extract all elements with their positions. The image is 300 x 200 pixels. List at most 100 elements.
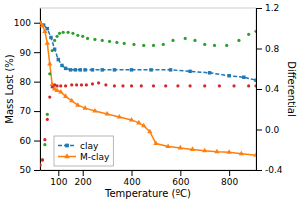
marker xyxy=(58,89,63,94)
tick-mark xyxy=(256,8,262,9)
marker xyxy=(227,74,230,77)
tick: 100 xyxy=(14,18,40,28)
point xyxy=(91,82,94,85)
marker xyxy=(117,114,122,119)
tick-label: 50 xyxy=(20,165,32,175)
marker xyxy=(49,36,52,39)
tick-mark xyxy=(83,170,84,176)
point xyxy=(184,37,187,40)
point xyxy=(152,84,155,87)
point xyxy=(70,83,73,86)
marker xyxy=(104,111,109,116)
tick-label: 400 xyxy=(123,177,140,187)
tick: 90 xyxy=(20,48,40,58)
point xyxy=(123,42,126,45)
tick: 60 xyxy=(20,136,40,146)
point xyxy=(247,84,250,87)
tick-label: -0.4 xyxy=(265,165,283,175)
tick-label: 800 xyxy=(221,177,238,187)
legend-item: M-clay xyxy=(58,152,110,162)
legend-frame xyxy=(54,136,113,166)
tick-label: 0.8 xyxy=(265,44,280,54)
tick-mark xyxy=(34,170,40,171)
point xyxy=(48,96,51,99)
marker xyxy=(188,70,191,73)
tick: 800 xyxy=(221,170,238,187)
tick-mark xyxy=(229,170,230,176)
point xyxy=(46,118,49,121)
legend-marker xyxy=(64,153,70,158)
tick-label: 60 xyxy=(20,136,32,146)
marker xyxy=(63,93,68,98)
axis-line xyxy=(41,170,257,171)
point xyxy=(62,31,65,34)
series xyxy=(40,30,256,167)
point xyxy=(225,44,228,47)
tick: 400 xyxy=(123,170,140,187)
point xyxy=(189,84,192,87)
point xyxy=(152,44,155,47)
tick: 1.2 xyxy=(256,3,279,13)
marker xyxy=(83,68,86,71)
line xyxy=(40,23,256,80)
marker xyxy=(69,98,74,103)
legend-label: clay xyxy=(80,141,99,151)
point xyxy=(48,72,51,75)
marker xyxy=(141,123,146,128)
point xyxy=(85,83,88,86)
axis-line xyxy=(40,9,41,171)
tick-mark xyxy=(34,111,40,112)
point xyxy=(86,37,89,40)
marker xyxy=(47,61,52,66)
point xyxy=(203,84,206,87)
point xyxy=(254,30,256,33)
tick-label: 0.4 xyxy=(265,84,280,94)
tick-mark xyxy=(256,49,262,50)
series xyxy=(40,81,256,166)
marker xyxy=(202,148,207,153)
plot-frame xyxy=(40,8,256,170)
tick: 70 xyxy=(20,106,40,116)
point xyxy=(75,83,78,86)
marker xyxy=(147,129,152,134)
point xyxy=(58,32,61,35)
point xyxy=(66,31,69,34)
tick: -0.4 xyxy=(256,165,283,175)
marker xyxy=(130,68,133,71)
y2-axis-title: Differential xyxy=(286,61,297,117)
marker xyxy=(136,120,141,125)
marker xyxy=(69,68,72,71)
marker xyxy=(57,58,60,61)
marker xyxy=(227,149,232,154)
y-axis: 5060708090100 xyxy=(14,9,41,176)
point xyxy=(80,83,83,86)
point xyxy=(55,84,58,87)
tick-label: 600 xyxy=(172,177,189,187)
legend-label: M-clay xyxy=(80,152,110,162)
point xyxy=(254,84,256,87)
marker xyxy=(79,68,82,71)
marker xyxy=(214,149,219,154)
point xyxy=(55,35,58,38)
marker xyxy=(242,75,245,78)
point xyxy=(130,84,133,87)
y2-axis: -0.40.00.40.81.2 xyxy=(256,3,283,175)
point xyxy=(140,84,143,87)
tick: 100 xyxy=(50,170,67,187)
point xyxy=(176,84,179,87)
point xyxy=(43,138,46,141)
tick-label: 1.2 xyxy=(265,3,279,13)
point xyxy=(93,38,96,41)
tick-mark xyxy=(256,89,262,90)
point xyxy=(115,41,118,44)
marker xyxy=(166,143,171,148)
y-axis-title: Mass Lost (%) xyxy=(4,54,15,124)
tick-mark xyxy=(256,170,262,171)
point xyxy=(132,43,135,46)
tick: 0.4 xyxy=(256,84,280,94)
marks xyxy=(40,20,256,167)
point xyxy=(247,33,250,36)
marker xyxy=(153,140,158,145)
tick-label: 100 xyxy=(50,177,67,187)
point xyxy=(113,84,116,87)
